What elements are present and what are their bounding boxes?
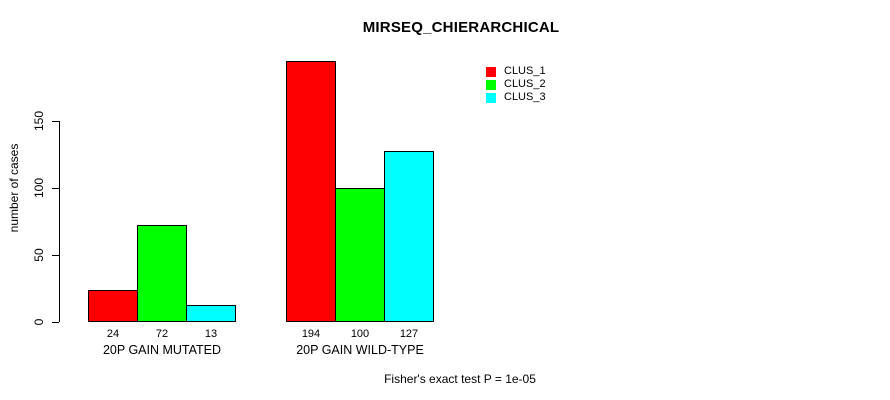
legend-item-clus_1: CLUS_1 <box>486 65 546 78</box>
legend-swatch-icon <box>486 66 496 77</box>
bar-clus_2-1 <box>137 225 187 322</box>
chart-title: MIRSEQ_CHIERARCHICAL <box>362 19 560 36</box>
legend-item-label: CLUS_2 <box>504 78 546 90</box>
bar-clus_3-2 <box>384 151 434 322</box>
y-axis-tick-label: 100 <box>32 177 46 199</box>
legend-swatch-icon <box>486 79 496 90</box>
bar-value-label: 13 <box>204 328 218 340</box>
annotation-text: Fisher's exact test P = 1e-05 <box>384 372 536 386</box>
y-axis-tick-label: 50 <box>32 248 46 262</box>
y-axis-tick-label: 150 <box>32 110 46 132</box>
bar-value-label: 194 <box>301 328 321 340</box>
bar-clus_1-2 <box>286 61 336 322</box>
legend-item-label: CLUS_1 <box>504 65 546 77</box>
legend-swatch-icon <box>486 92 496 103</box>
legend-item-clus_3: CLUS_3 <box>486 91 546 104</box>
bar-value-label: 127 <box>399 328 419 340</box>
y-axis-tick <box>52 121 59 122</box>
y-axis-tick <box>52 188 59 189</box>
y-axis-label: number of cases <box>7 143 21 233</box>
legend-item-clus_2: CLUS_2 <box>486 78 546 91</box>
legend-item-label: CLUS_3 <box>504 91 546 103</box>
category-label: 20P GAIN WILD-TYPE <box>296 343 424 357</box>
bar-clus_1-1 <box>88 290 138 322</box>
category-label: 20P GAIN MUTATED <box>102 343 222 357</box>
y-axis-line <box>59 121 60 322</box>
y-axis-tick <box>52 255 59 256</box>
y-axis-tick-label: 0 <box>32 318 46 326</box>
bar-value-label: 72 <box>155 328 169 340</box>
y-axis-tick <box>52 322 59 323</box>
bar-clus_2-2 <box>335 188 385 322</box>
bar-value-label: 24 <box>106 328 120 340</box>
bar-value-label: 100 <box>350 328 370 340</box>
bar-clus_3-1 <box>186 305 236 322</box>
